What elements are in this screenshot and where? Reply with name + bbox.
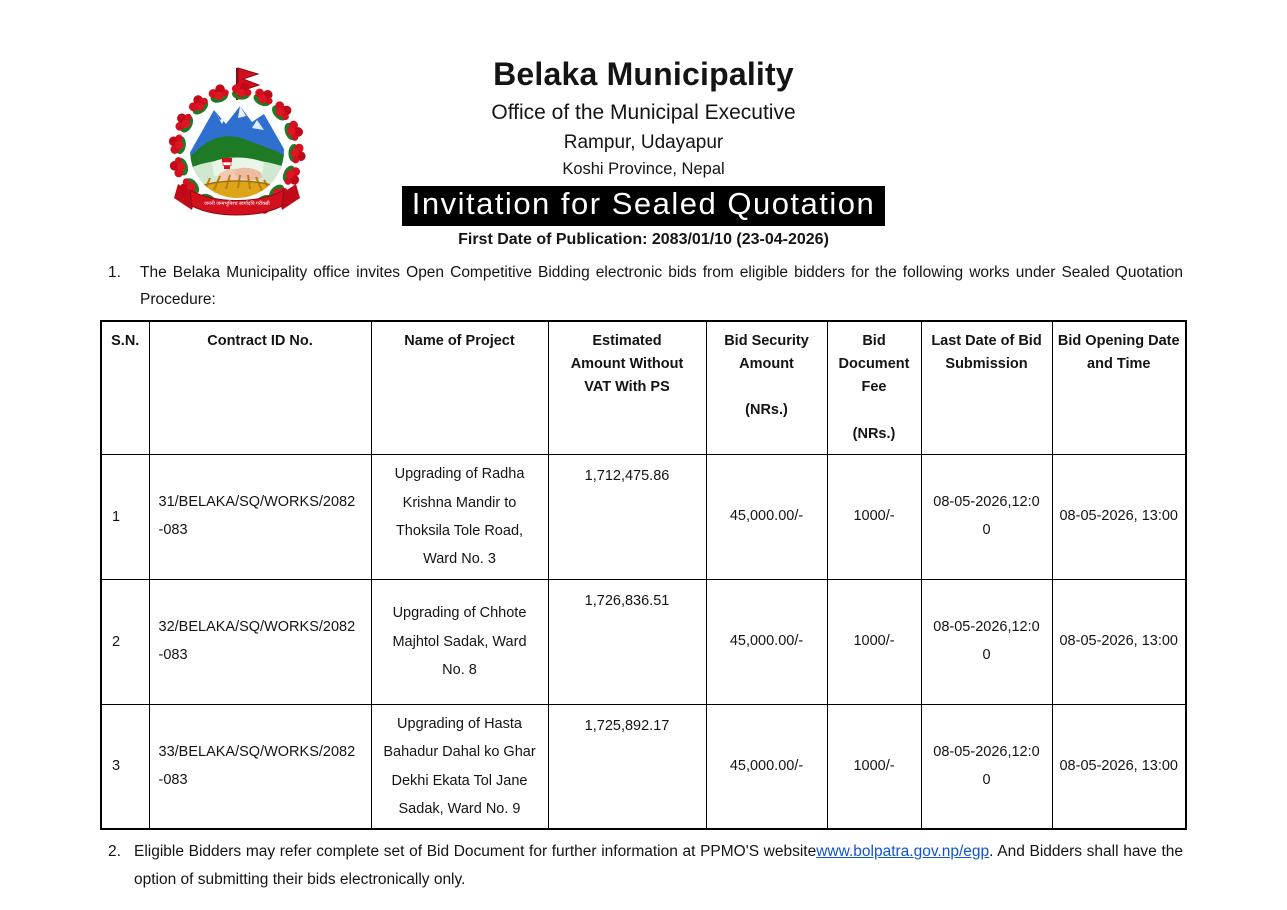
cell-estimated-amount: 1,712,475.86 [547, 453, 707, 580]
paragraph-1-text: The Belaka Municipality office invites O… [140, 263, 1183, 309]
cell-project-name: Upgrading of Chhote Majhtol Sadak, Ward … [370, 578, 549, 705]
office-line: Office of the Municipal Executive [491, 101, 796, 125]
cell-bid-security: 45,000.00/- [705, 453, 828, 580]
cell-sn: 1 [100, 453, 150, 580]
paragraph-2: 2. Eligible Bidders may refer complete s… [0, 838, 1287, 893]
cell-sn: 2 [100, 578, 150, 705]
paragraph-2-number: 2. [108, 843, 121, 861]
bid-table: S.N. Contract ID No. Name of Project Est… [100, 319, 1187, 831]
col-header-project-name: Name of Project [370, 320, 549, 455]
cell-estimated-amount: 1,726,836.51 [547, 578, 707, 705]
cell-project-name: Upgrading of Hasta Bahadur Dahal ko Ghar… [370, 703, 549, 830]
page-title: Belaka Municipality [493, 56, 794, 92]
cell-document-fee: 1000/- [826, 703, 922, 830]
municipality-emblem-logo: जननी जन्मभूमिश्च स्वर्गादपि गरीयसी [167, 67, 307, 217]
ribbon-banner: जननी जन्मभूमिश्च स्वर्गादपि गरीयसी [174, 184, 300, 216]
emblem-scene [190, 104, 284, 198]
cell-contract-id: 32/BELAKA/SQ/WORKS/2082 -083 [148, 578, 372, 705]
paragraph-2-text-before: Eligible Bidders may refer complete set … [134, 843, 817, 861]
address-line: Rampur, Udayapur [563, 132, 724, 154]
col-header-estimated-amount: Estimated Amount Without VAT With PS [547, 320, 707, 455]
cell-sn: 3 [100, 703, 150, 830]
stupa-shape [222, 158, 232, 169]
col-header-sn: S.N. [100, 320, 150, 455]
cell-opening-date: 08-05-2026, 13:00 [1051, 703, 1187, 830]
cell-document-fee: 1000/- [826, 578, 922, 705]
paragraph-2-text: Eligible Bidders may refer complete set … [134, 838, 1183, 893]
cell-document-fee: 1000/- [826, 453, 922, 580]
cell-estimated-amount: 1,725,892.17 [547, 703, 707, 830]
col-header-last-date: Last Date of Bid Submission [920, 320, 1053, 455]
cell-bid-security: 45,000.00/- [705, 703, 828, 830]
cell-last-date: 08-05-2026,12:0 0 [920, 453, 1053, 580]
cell-contract-id: 31/BELAKA/SQ/WORKS/2082 -083 [148, 453, 372, 580]
cell-last-date: 08-05-2026,12:0 0 [920, 578, 1053, 705]
invitation-banner: Invitation for Sealed Quotation [401, 186, 886, 226]
col-header-opening-date: Bid Opening Date and Time [1051, 320, 1187, 455]
table-row: 3 33/BELAKA/SQ/WORKS/2082 -083 Upgrading… [100, 703, 1187, 830]
cell-opening-date: 08-05-2026, 13:00 [1051, 578, 1187, 705]
cell-last-date: 08-05-2026,12:0 0 [920, 703, 1053, 830]
paragraph-1: 1. The Belaka Municipality office invite… [0, 259, 1287, 314]
cell-project-name: Upgrading of Radha Krishna Mandir to Tho… [370, 453, 549, 580]
col-header-contract-id: Contract ID No. [148, 320, 372, 455]
col-header-bid-security: Bid Security Amount (NRs.) [705, 320, 828, 455]
province-line: Koshi Province, Nepal [562, 160, 725, 179]
logo-motto-text: जननी जन्मभूमिश्च स्वर्गादपि गरीयसी [204, 200, 270, 207]
paragraph-1-number: 1. [108, 263, 121, 281]
publication-date: First Date of Publication: 2083/01/10 (2… [458, 230, 829, 248]
cell-contract-id: 33/BELAKA/SQ/WORKS/2082 -083 [148, 703, 372, 830]
cell-bid-security: 45,000.00/- [705, 578, 828, 705]
table-row: 1 31/BELAKA/SQ/WORKS/2082 -083 Upgrading… [100, 453, 1187, 580]
col-header-document-fee: Bid Document Fee (NRs.) [826, 320, 922, 455]
document-header: Belaka Municipality Office of the Munici… [0, 0, 1287, 179]
table-header-row: S.N. Contract ID No. Name of Project Est… [100, 320, 1187, 455]
cell-opening-date: 08-05-2026, 13:00 [1051, 453, 1187, 580]
paragraph-2-text-after: . And Bidders shall have the option of s… [134, 843, 1183, 888]
table-row: 2 32/BELAKA/SQ/WORKS/2082 -083 Upgrading… [100, 578, 1187, 705]
bolpatra-link[interactable]: www.bolpatra.gov.np/egp [816, 843, 990, 861]
